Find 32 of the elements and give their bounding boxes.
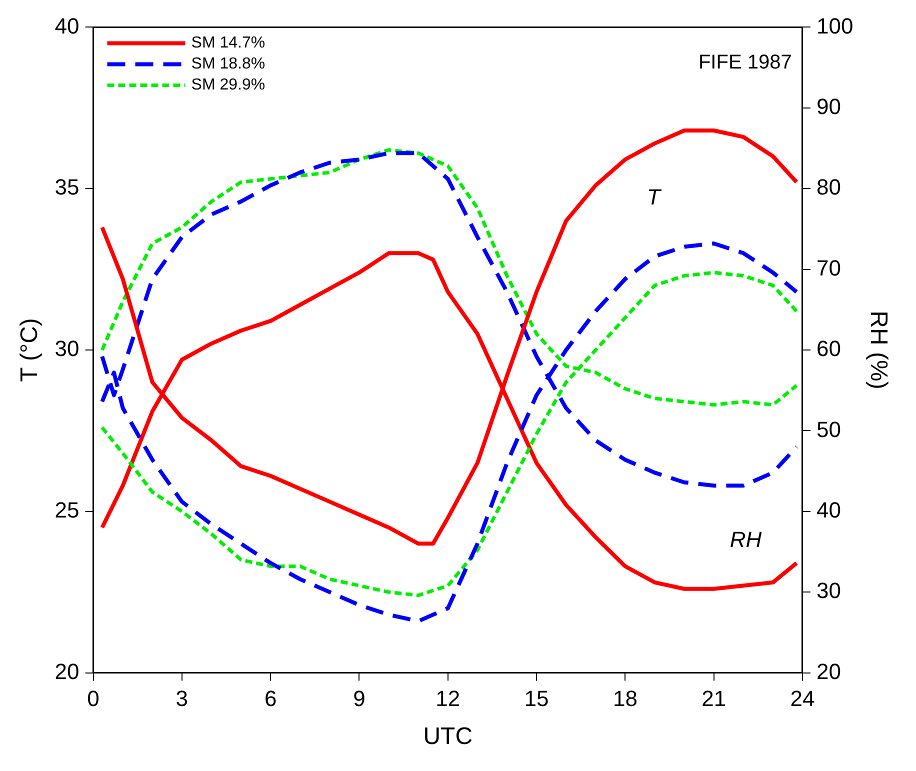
x-tick-label: 12 — [436, 686, 460, 712]
y2-tick-label: 30 — [816, 578, 841, 604]
y2-tick-label: 20 — [816, 658, 841, 684]
x-axis-title: UTC — [423, 723, 473, 750]
legend-label: SM 29.9% — [191, 76, 266, 94]
x-tick-label: 24 — [790, 686, 815, 712]
x-tick-label: 3 — [176, 686, 188, 712]
legend-label: SM 18.8% — [191, 56, 266, 73]
y-axis-title: T (°C) — [16, 318, 44, 382]
annotation: RH — [730, 526, 762, 552]
y2-tick-label: 80 — [816, 174, 841, 200]
x-tick-label: 9 — [353, 686, 366, 712]
x-tick-label: 15 — [524, 686, 549, 712]
y-tick-label: 35 — [54, 174, 80, 200]
y-tick-label: 30 — [54, 336, 80, 362]
y2-tick-label: 90 — [816, 94, 841, 119]
y2-tick-label: 70 — [816, 255, 841, 280]
y2-tick-label: 40 — [816, 497, 841, 522]
y2-tick-label: 50 — [816, 416, 841, 442]
y2-tick-label: 100 — [816, 13, 854, 38]
x-tick-label: 0 — [87, 686, 100, 712]
x-tick-label: 6 — [264, 686, 277, 712]
annotation: T — [646, 184, 662, 210]
y2-tick-label: 60 — [816, 336, 841, 362]
legend-label: SM 14.7% — [191, 34, 266, 52]
x-tick-label: 21 — [702, 686, 726, 712]
annotation: FIFE 1987 — [698, 52, 792, 74]
y-tick-label: 20 — [54, 658, 80, 684]
y2-axis-title: RH (%) — [864, 310, 892, 390]
y-tick-label: 40 — [54, 13, 80, 38]
x-tick-label: 18 — [612, 686, 638, 712]
y-tick-label: 25 — [54, 497, 80, 522]
